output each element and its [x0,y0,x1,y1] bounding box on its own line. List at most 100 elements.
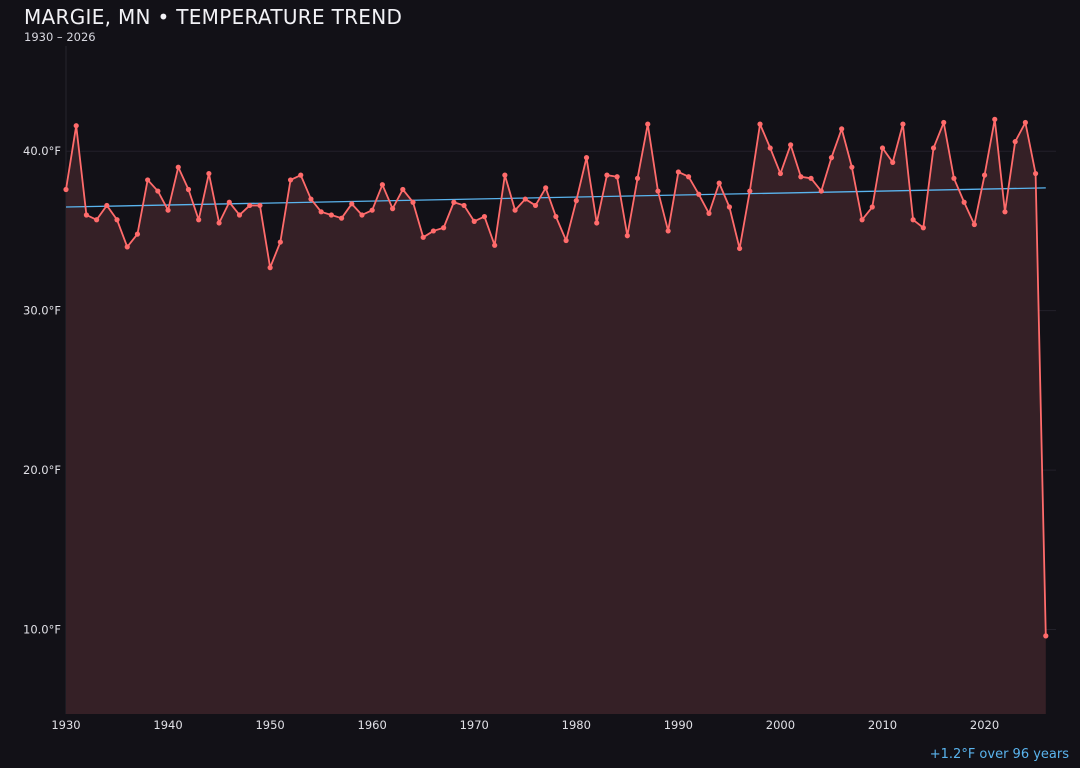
data-point [839,126,845,132]
y-tick-label: 20.0°F [23,463,61,477]
data-point [502,172,508,178]
data-point [981,172,988,178]
data-point [492,242,498,248]
data-point [675,169,681,175]
data-point [726,204,733,210]
chart-subtitle: 1930 – 2026 [24,30,96,44]
data-point [410,199,416,205]
y-tick-label: 40.0°F [23,144,61,158]
data-point [420,234,426,240]
data-point [543,185,549,191]
data-point [1043,633,1049,639]
x-tick-label: 1970 [460,718,489,732]
data-point [1002,209,1008,215]
data-point [971,221,977,228]
data-point [941,119,947,126]
data-point [226,199,232,205]
x-tick-label: 1980 [562,718,591,732]
data-point [430,228,437,234]
data-point [890,159,896,165]
data-point [634,175,641,181]
data-point [471,218,477,224]
data-point [247,202,253,209]
data-point [134,231,141,237]
data-point [196,217,202,223]
data-point [828,154,835,161]
x-tick-label: 1930 [51,718,80,732]
data-point [277,239,283,245]
data-point [308,196,314,202]
x-tick-label: 2020 [970,718,999,732]
data-point [900,121,906,127]
data-point [155,188,161,194]
trend-annotation: +1.2°F over 96 years [929,747,1069,762]
data-point [451,199,457,205]
data-point [685,174,692,180]
data-point [808,175,814,181]
data-point [716,180,722,186]
data-point [83,212,90,218]
data-point [145,177,151,183]
data-point [114,217,120,223]
data-point [165,207,171,213]
x-tick-label: 1990 [664,718,693,732]
data-point [236,212,243,218]
data-point [859,217,865,223]
data-point [522,196,528,202]
data-point [1022,119,1028,126]
data-point [583,154,590,161]
data-point [951,175,957,181]
y-tick-label: 10.0°F [23,623,61,637]
data-point [63,186,69,193]
data-point [1032,170,1039,177]
data-point [481,213,488,220]
data-point [818,188,824,194]
data-point [879,145,886,151]
data-point [788,142,794,148]
data-point [287,177,294,183]
y-tick-label: 30.0°F [23,304,61,318]
data-point [206,170,212,177]
data-point [328,212,334,218]
data-point [175,164,181,170]
data-point [573,198,579,204]
data-point [961,199,967,205]
data-point [696,191,702,197]
data-point [216,220,222,226]
data-point [532,202,539,209]
data-point [359,212,365,218]
data-point [512,207,518,213]
data-point [318,209,324,215]
data-point [257,202,263,209]
data-point [400,186,406,193]
x-tick-label: 1950 [255,718,284,732]
data-point [104,202,110,209]
data-point [94,217,100,223]
data-point [910,217,916,223]
data-point [338,215,345,221]
x-tick-label: 1940 [153,718,182,732]
x-tick-label: 1960 [358,718,387,732]
data-point [849,164,855,170]
data-point [645,121,651,127]
data-point [747,188,753,194]
x-tick-label: 2010 [868,718,897,732]
data-point [920,225,926,231]
data-point [737,245,743,252]
data-point [185,186,192,193]
x-tick-label: 2000 [766,718,795,732]
series-area [66,119,1046,714]
data-point [757,121,763,127]
data-point [594,220,600,226]
data-point [777,170,784,177]
data-point [767,145,773,151]
data-point [624,233,630,239]
data-point [553,213,559,220]
data-point [389,206,396,212]
data-point [124,244,130,250]
data-point [992,116,998,122]
data-point [369,207,375,213]
data-point [267,265,273,271]
data-point [604,172,610,178]
